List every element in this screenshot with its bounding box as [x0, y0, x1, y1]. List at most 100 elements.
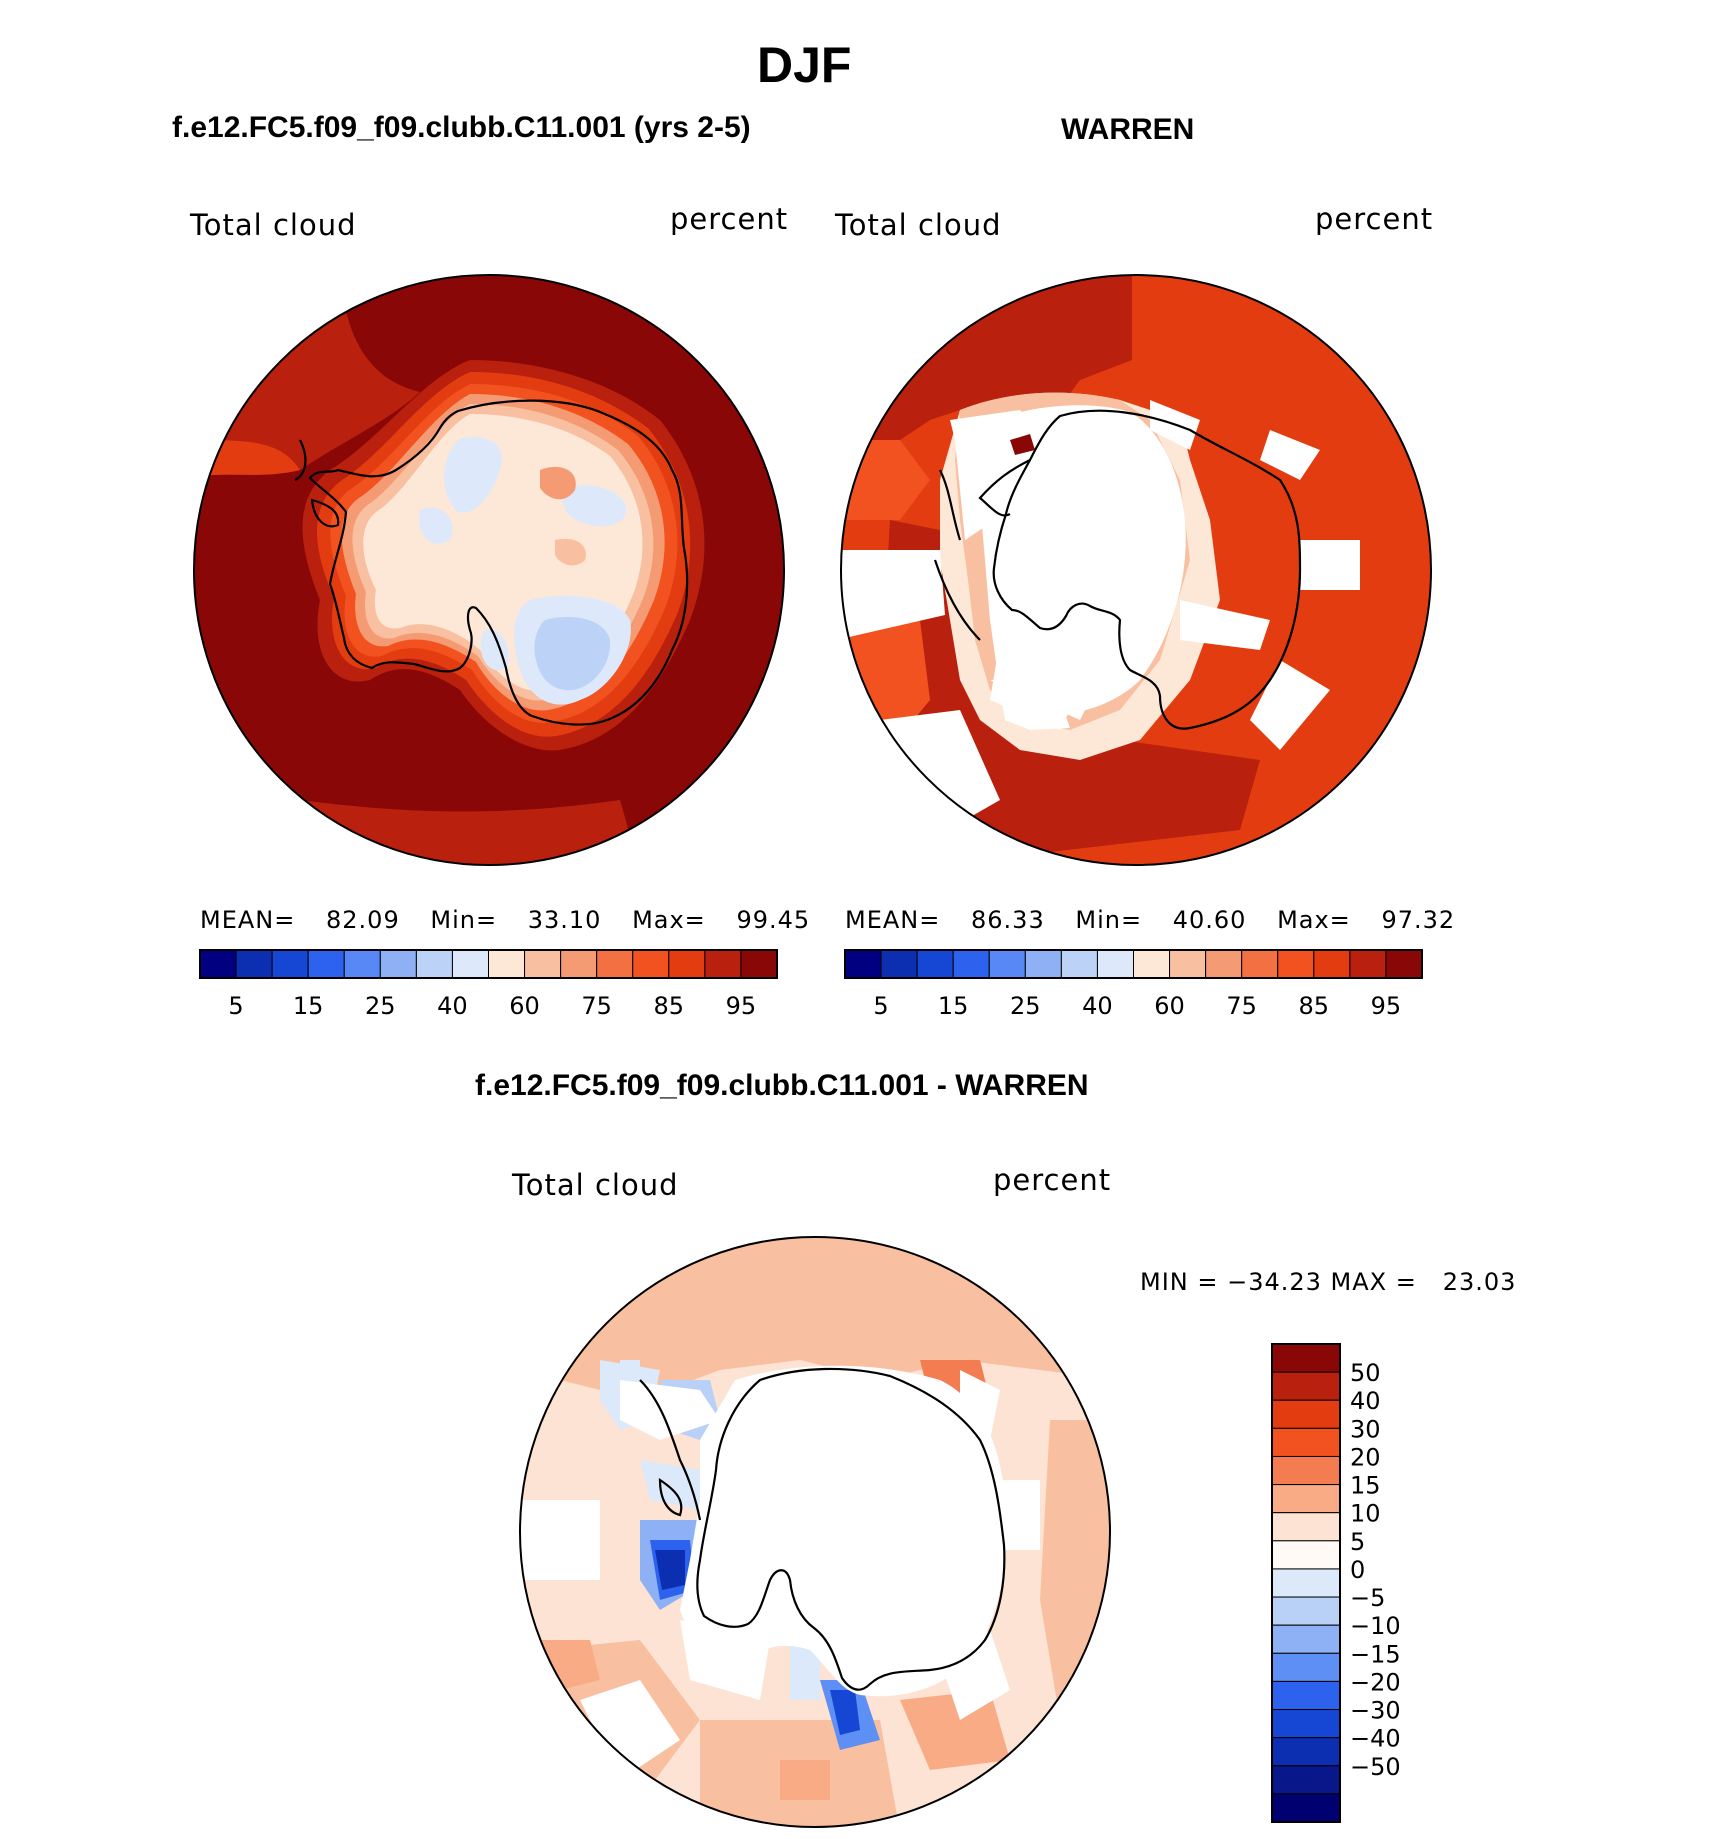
obs-colorbar-swatch [1349, 949, 1387, 979]
diff-colorbar-swatch [1271, 1596, 1341, 1626]
diff-polar-map [519, 1236, 1111, 1828]
model-colorbar-tick-label: 75 [581, 992, 612, 1020]
obs-max-value: 97.32 [1381, 906, 1456, 934]
obs-colorbar-tick-label: 60 [1154, 992, 1185, 1020]
diff-colorbar-tick-label: −5 [1350, 1584, 1385, 1612]
model-colorbar-frame [199, 949, 778, 979]
diff-colorbar-swatch [1271, 1652, 1341, 1682]
diff-colorbar-swatch [1271, 1680, 1341, 1711]
diff-colorbar-tick-label: −30 [1350, 1697, 1401, 1725]
diff-colorbar-swatch [1271, 1427, 1341, 1457]
obs-stats: MEAN= 86.33 Min= 40.60 Max= 97.32 [845, 906, 1455, 934]
diff-colorbar-tick-label: −10 [1350, 1612, 1401, 1640]
obs-units-label: percent [1315, 202, 1434, 236]
model-colorbar-swatch [343, 949, 381, 979]
diff-stats: MIN = −34.23 MAX = 23.03 [1140, 1268, 1517, 1296]
model-colorbar-tick-label: 5 [228, 992, 243, 1020]
diff-colorbar-swatch [1271, 1455, 1341, 1486]
model-case-title: f.e12.FC5.f09_f09.clubb.C11.001 (yrs 2-5… [172, 111, 751, 144]
model-units-label: percent [670, 202, 789, 236]
obs-colorbar-tick-label: 40 [1082, 992, 1113, 1020]
diff-colorbar-frame [1271, 1343, 1341, 1823]
obs-colorbar-swatch [1060, 949, 1098, 979]
model-colorbar-swatch [524, 949, 562, 979]
model-colorbar-swatch [451, 949, 489, 979]
model-colorbar-swatch [379, 949, 417, 979]
diff-colorbar-swatch [1271, 1568, 1341, 1598]
obs-colorbar-tick-label: 95 [1371, 992, 1402, 1020]
model-colorbar-swatch [704, 949, 742, 979]
diff-colorbar-swatch [1271, 1709, 1341, 1739]
obs-variable-label: Total cloud [835, 208, 1002, 242]
diff-colorbar-tick-label: 10 [1350, 1500, 1381, 1528]
obs-colorbar-swatch [1385, 949, 1423, 979]
diff-colorbar-tick-label: −15 [1350, 1640, 1401, 1668]
obs-mean-value: 86.33 [971, 906, 1045, 934]
diff-colorbar-swatch [1271, 1540, 1341, 1570]
obs-colorbar-swatch [1241, 949, 1279, 979]
model-max-value: 99.45 [736, 906, 811, 934]
diff-colorbar-tick-label: −40 [1350, 1725, 1401, 1753]
diff-variable-label: Total cloud [512, 1168, 679, 1202]
model-mean-label: MEAN= [200, 906, 296, 934]
obs-colorbar-swatch [1133, 949, 1171, 979]
model-colorbar-tick-label: 15 [293, 992, 324, 1020]
obs-min-label: Min= [1075, 906, 1143, 934]
obs-case-title: WARREN [1061, 113, 1195, 146]
model-polar-map [193, 274, 785, 866]
obs-colorbar-swatch [1205, 949, 1243, 979]
obs-colorbar-swatch [1024, 949, 1062, 979]
diff-colorbar-tick-label: 50 [1350, 1359, 1381, 1387]
diff-colorbar-swatch [1271, 1793, 1341, 1823]
model-mean-value: 82.09 [326, 906, 400, 934]
obs-min-value: 40.60 [1172, 906, 1247, 934]
model-stats: MEAN= 82.09 Min= 33.10 Max= 99.45 [200, 906, 810, 934]
model-colorbar-swatch [668, 949, 706, 979]
obs-colorbar-frame [844, 949, 1423, 979]
model-colorbar-tick-label: 60 [509, 992, 540, 1020]
diff-colorbar-swatch [1271, 1484, 1341, 1514]
model-colorbar-tick-label: 85 [654, 992, 685, 1020]
model-colorbar-swatch [235, 949, 273, 979]
diff-colorbar-swatch [1271, 1399, 1341, 1429]
diff-colorbar-tick-label: −20 [1350, 1668, 1401, 1696]
model-colorbar-swatch [271, 949, 309, 979]
diff-colorbar-swatch [1271, 1765, 1341, 1795]
obs-colorbar-swatch [844, 949, 882, 979]
model-colorbar-swatch [560, 949, 598, 979]
obs-colorbar-swatch [916, 949, 954, 979]
diff-units-label: percent [993, 1163, 1112, 1197]
model-colorbar-swatch [415, 949, 453, 979]
obs-colorbar-swatch [1313, 949, 1351, 979]
model-colorbar-swatch [307, 949, 345, 979]
obs-colorbar-tick-label: 85 [1299, 992, 1330, 1020]
obs-colorbar-tick-label: 75 [1226, 992, 1257, 1020]
model-colorbar-swatch [740, 949, 778, 979]
model-min-value: 33.10 [527, 906, 602, 934]
diff-colorbar-tick-label: 15 [1350, 1472, 1381, 1500]
diff-colorbar-tick-label: 5 [1350, 1528, 1365, 1556]
diff-case-title: f.e12.FC5.f09_f09.clubb.C11.001 - WARREN [475, 1069, 1089, 1102]
diff-colorbar-swatch [1271, 1343, 1341, 1373]
diff-colorbar-swatch [1271, 1624, 1341, 1654]
model-colorbar-swatch [199, 949, 237, 979]
diff-colorbar-swatch [1271, 1371, 1341, 1401]
model-colorbar-tick-label: 40 [437, 992, 468, 1020]
diff-colorbar-tick-label: 40 [1350, 1387, 1381, 1415]
model-colorbar-tick-label: 25 [365, 992, 396, 1020]
obs-mean-label: MEAN= [845, 906, 941, 934]
obs-colorbar-swatch [952, 949, 990, 979]
obs-max-label: Max= [1277, 906, 1351, 934]
model-colorbar-swatch [596, 949, 634, 979]
diff-colorbar-swatch [1271, 1737, 1341, 1767]
diff-colorbar-tick-label: 20 [1350, 1443, 1381, 1471]
obs-colorbar-swatch [1096, 949, 1134, 979]
obs-colorbar-tick-label: 25 [1010, 992, 1041, 1020]
model-colorbar-tick-label: 95 [726, 992, 757, 1020]
diff-colorbar-tick-label: 0 [1350, 1556, 1365, 1584]
diff-colorbar-tick-label: −50 [1350, 1753, 1401, 1781]
obs-polar-map [840, 274, 1432, 866]
obs-colorbar-swatch [988, 949, 1026, 979]
